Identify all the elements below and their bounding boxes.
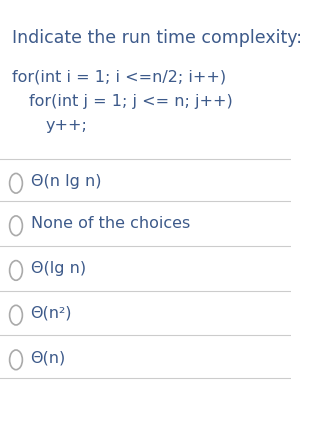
Text: Θ(n lg n): Θ(n lg n): [31, 173, 101, 189]
Text: Θ(n): Θ(n): [31, 350, 66, 365]
Text: Indicate the run time complexity:: Indicate the run time complexity:: [12, 29, 302, 47]
Text: Θ(n²): Θ(n²): [31, 305, 72, 320]
Text: for(int i = 1; i <=n/2; i++): for(int i = 1; i <=n/2; i++): [12, 69, 226, 84]
Text: y++;: y++;: [45, 118, 87, 134]
Text: Θ(lg n): Θ(lg n): [31, 261, 86, 276]
Text: None of the choices: None of the choices: [31, 216, 190, 231]
Text: for(int j = 1; j <= n; j++): for(int j = 1; j <= n; j++): [29, 94, 233, 109]
